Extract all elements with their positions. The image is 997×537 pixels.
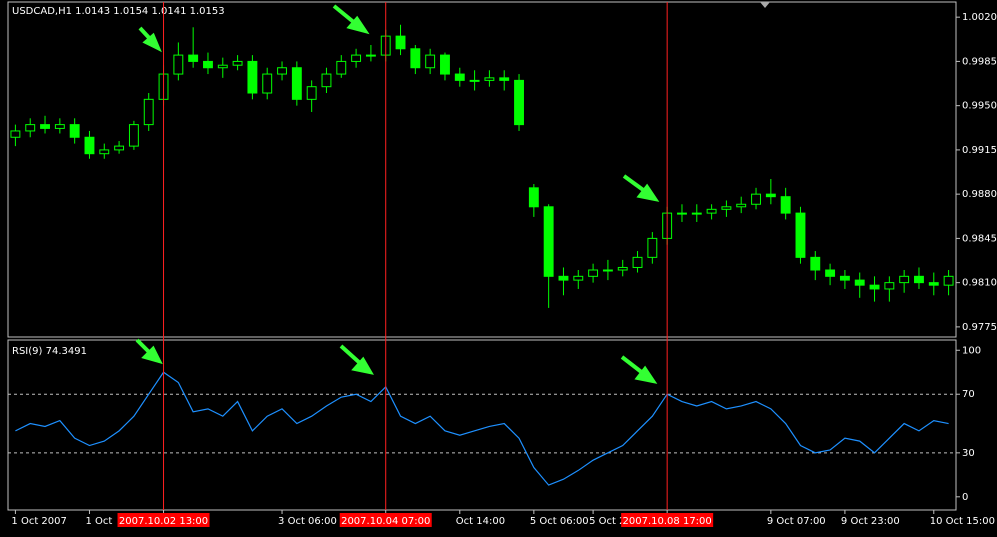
candle-body [262, 73, 273, 94]
candle-body [25, 124, 36, 132]
candle-body [232, 60, 243, 66]
y-tick-label: 0.9845 [962, 233, 997, 244]
candle-body [128, 124, 139, 147]
candle-body [440, 54, 450, 75]
candle-body [632, 256, 643, 268]
price-title: USDCAD,H1 1.0143 1.0154 1.0141 1.0153 [12, 6, 225, 17]
highlight-label: 2007.10.08 17:00 [623, 516, 712, 527]
y-tick-label: 0.9915 [962, 145, 997, 156]
candle-body [484, 77, 495, 81]
candle-body [780, 196, 791, 214]
candle-body [203, 60, 213, 69]
highlight-label-bg [621, 513, 714, 527]
candle-body [825, 269, 836, 277]
candle-body [914, 275, 924, 284]
candle-body [854, 279, 865, 286]
y-tick-label: 1.0020 [962, 12, 997, 23]
candle-body [306, 86, 317, 100]
y-tick-label: 0.9985 [962, 56, 997, 67]
y-tick-label: 30 [962, 448, 975, 459]
candle-body [188, 54, 199, 62]
candle-body [173, 54, 184, 75]
candle-body [691, 212, 702, 215]
candle-body [677, 212, 687, 215]
x-tick-label: Oct 14:00 [456, 516, 505, 527]
candle-body [410, 48, 421, 69]
candle-body [143, 98, 154, 126]
candle-body [351, 54, 362, 62]
rsi-line [15, 371, 949, 486]
candle-body [54, 124, 65, 129]
candle-body [558, 275, 569, 281]
candle-body [869, 284, 880, 290]
candle-body [99, 149, 110, 155]
candle-body [795, 212, 806, 258]
candle-body [617, 266, 628, 271]
candle-body [10, 130, 21, 138]
candle-body [943, 275, 954, 286]
highlight-label: 2007.10.02 13:00 [119, 516, 208, 527]
candle-body [217, 64, 228, 69]
y-tick-label: 100 [962, 345, 981, 356]
x-tick-label: 1 Oct 2007 [11, 516, 66, 527]
x-tick-label: 9 Oct 23:00 [841, 516, 900, 527]
candle-body [40, 124, 50, 129]
y-tick-label: 70 [962, 389, 975, 400]
candle-body [765, 193, 776, 198]
y-tick-label: 0.9880 [962, 189, 997, 200]
candle-body [247, 60, 258, 94]
x-tick-label: 1 Oct [85, 516, 112, 527]
candle-body [395, 35, 406, 50]
y-tick-label: 0.9775 [962, 322, 997, 333]
candle-body [528, 187, 539, 208]
candle-body [277, 67, 287, 75]
candle-body [899, 275, 910, 284]
x-tick-label: 9 Oct 07:00 [767, 516, 826, 527]
candle-body [84, 136, 95, 155]
candle-body [721, 206, 732, 210]
candle-body [884, 282, 895, 290]
candle-body [114, 145, 125, 151]
candle-body [810, 256, 821, 271]
highlight-label-bg [339, 513, 432, 527]
candle-body [647, 237, 658, 258]
candle-body [425, 54, 436, 69]
highlight-label: 2007.10.04 07:00 [341, 516, 430, 527]
candle-body [336, 60, 347, 75]
price-panel [7, 1, 957, 338]
x-tick-label: 3 Oct 06:00 [278, 516, 337, 527]
arrows [135, 4, 660, 384]
candle-body [706, 208, 717, 214]
candle-body [573, 275, 584, 281]
candle-body [454, 73, 465, 81]
x-tick-label: 10 Oct 15:00 [930, 516, 995, 527]
y-tick-label: 0.9950 [962, 101, 997, 112]
y-tick-label: 0.9810 [962, 278, 997, 289]
rsi-title: RSI(9) 74.3491 [12, 346, 87, 357]
candle-body [543, 206, 554, 277]
candle-body [751, 193, 761, 205]
candle-body [69, 124, 80, 138]
candle-body [736, 203, 747, 208]
x-tick-label: 5 Oct 06:00 [530, 516, 589, 527]
highlight-label-bg [117, 513, 210, 527]
candle-body [928, 282, 939, 286]
candle-body [321, 73, 332, 88]
x-tick-label: 5 Oct 22 [589, 516, 632, 527]
rsi-panel [7, 339, 957, 511]
candle-body [588, 269, 599, 277]
candle-body [602, 269, 613, 272]
candle-body [365, 54, 376, 57]
candle-body [499, 77, 510, 81]
candle-body [469, 79, 480, 82]
y-tick-label: 0 [962, 492, 968, 503]
candle-body [514, 79, 524, 126]
candle-body [291, 67, 302, 100]
candle-body [839, 275, 850, 281]
shift-marker [760, 2, 770, 8]
